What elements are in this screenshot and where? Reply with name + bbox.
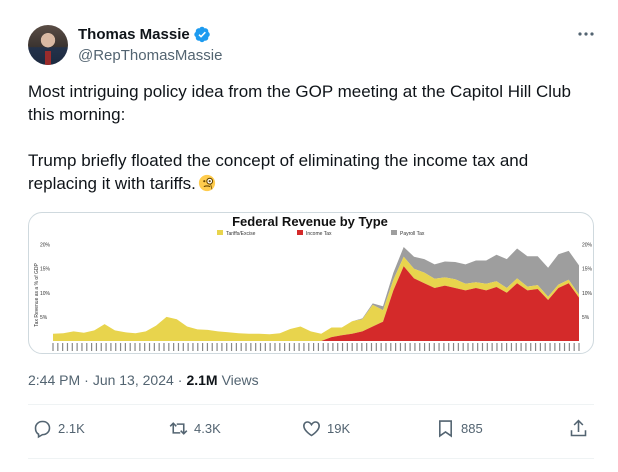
author-display-name[interactable]: Thomas Massie: [78, 26, 190, 43]
author-name-row: Thomas Massie: [78, 26, 211, 43]
heart-icon: [303, 421, 320, 437]
y-tick-label: 15%: [582, 267, 593, 273]
y-tick-label: 5%: [40, 315, 48, 321]
chart-y-axis-label: Tax Revenue as a % of GDP: [34, 263, 40, 327]
chart-areas: [53, 247, 579, 341]
y-tick-label: 10%: [40, 291, 51, 297]
legend-label: Income Tax: [306, 231, 332, 237]
area-income-tax: [53, 266, 579, 341]
area-payroll-tax: [53, 247, 579, 335]
chart-y-ticks-right: 20% 15% 10% 5%: [582, 243, 593, 321]
bookmark-button[interactable]: 885: [435, 418, 483, 439]
legend-label: Tariffs/Excise: [226, 231, 256, 237]
tweet-media-image[interactable]: Federal Revenue by Type Tariffs/Excise In…: [28, 212, 594, 354]
divider: [28, 404, 594, 405]
tweet-paragraph-2-text: Trump briefly floated the concept of eli…: [28, 151, 529, 193]
repost-button[interactable]: 4.3K: [168, 418, 221, 439]
like-button[interactable]: 19K: [301, 418, 350, 439]
reply-count: 2.1K: [58, 421, 85, 436]
share-button[interactable]: [568, 418, 589, 439]
tweet-paragraph-1: Most intriguing policy idea from the GOP…: [28, 82, 571, 124]
more-options-icon[interactable]: [576, 29, 596, 39]
tweet-time[interactable]: 2:44 PM: [28, 372, 81, 388]
meta-separator-2: ·: [177, 372, 183, 388]
author-handle[interactable]: @RepThomasMassie: [78, 47, 223, 64]
legend-swatch: [217, 230, 223, 235]
share-icon: [570, 419, 587, 437]
area-tariffs-excise: [53, 256, 579, 341]
chart-y-ticks-left: 20% 15% 10% 5%: [40, 243, 51, 321]
repost-count: 4.3K: [194, 421, 221, 436]
repost-icon: [169, 422, 188, 435]
tweet-meta: 2:44 PM · Jun 13, 2024 · 2.1M Views: [28, 372, 259, 388]
like-count: 19K: [327, 421, 351, 436]
verified-badge-icon: [194, 26, 210, 43]
tweet-body: Most intriguing policy idea from the GOP…: [28, 80, 598, 195]
chart-x-ticks: [52, 343, 580, 351]
tweet-header: Thomas Massie @RepThomasMassie: [28, 21, 598, 67]
y-tick-label: 20%: [40, 243, 51, 249]
legend-label: Payroll Tax: [400, 231, 425, 237]
chart-title: Federal Revenue by Type: [232, 214, 388, 229]
views-count: 2.1M: [186, 372, 218, 388]
bookmark-count: 885: [461, 421, 483, 436]
reply-button[interactable]: 2.1K: [32, 418, 85, 439]
y-tick-label: 10%: [582, 291, 593, 297]
chart-legend: Tariffs/Excise Income Tax Payroll Tax: [217, 230, 425, 237]
meta-separator: ·: [84, 372, 89, 388]
legend-swatch: [297, 230, 303, 235]
tweet-date[interactable]: Jun 13, 2024: [92, 372, 174, 388]
tweet-actions: 2.1K 4.3K 19K 885: [28, 418, 594, 446]
bookmark-icon: [439, 420, 452, 438]
legend-swatch: [391, 230, 397, 235]
tweet-paragraph-2: Trump briefly floated the concept of eli…: [28, 149, 598, 195]
monocle-face-emoji-icon: [198, 174, 215, 192]
divider: [28, 458, 594, 459]
avatar[interactable]: [28, 25, 68, 65]
y-tick-label: 15%: [40, 267, 51, 273]
reply-icon: [34, 420, 51, 439]
y-tick-label: 5%: [582, 315, 590, 321]
y-tick-label: 20%: [582, 243, 593, 249]
revenue-chart: Federal Revenue by Type Tariffs/Excise In…: [34, 214, 593, 351]
views-label: Views: [221, 372, 259, 388]
